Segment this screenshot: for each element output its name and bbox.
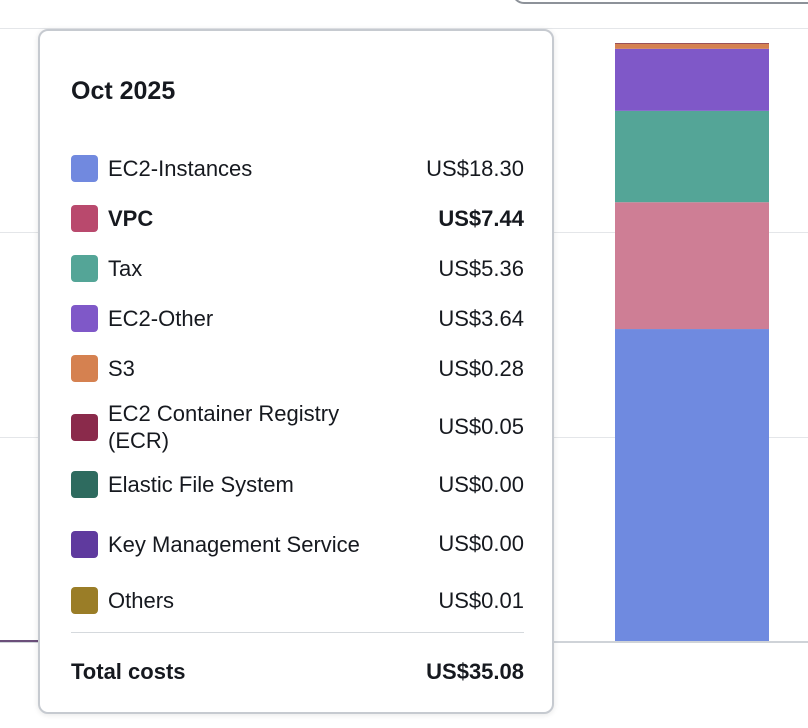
legend-label: S3 — [108, 356, 135, 381]
s3-swatch-icon — [71, 355, 98, 382]
legend-row: VPC US$7.44 — [71, 205, 524, 232]
efs-swatch-icon — [71, 471, 98, 498]
legend-label: VPC — [108, 206, 154, 231]
legend-label: Others — [108, 588, 175, 613]
tax-swatch-icon — [71, 255, 98, 282]
legend-value: US$0.28 — [438, 355, 524, 381]
ec2-instances-swatch-icon — [71, 155, 98, 182]
gridline — [0, 28, 808, 29]
legend-value: US$3.64 — [438, 305, 524, 331]
kms-swatch-icon — [71, 530, 98, 558]
bar-segment-ec2-instances[interactable] — [615, 329, 769, 641]
bar-segment-ec2-other[interactable] — [615, 48, 769, 111]
legend-value: US$0.00 — [438, 471, 524, 497]
legend-row: EC2-Instances US$18.30 — [71, 155, 524, 182]
legend-row: S3 US$0.28 — [71, 355, 524, 382]
legend-row: EC2 Container Registry (ECR) US$0.05 — [71, 399, 524, 455]
legend-value: US$0.05 — [438, 414, 524, 439]
legend-row: Key Management Service US$0.00 — [71, 516, 524, 572]
tooltip-title: Oct 2025 — [71, 77, 176, 105]
bar-segment-s3[interactable] — [615, 44, 769, 49]
legend-label: EC2 Container Registry (ECR) — [108, 401, 340, 453]
legend-label: EC2-Other — [108, 306, 214, 331]
legend-row: Elastic File System US$0.00 — [71, 471, 524, 498]
cost-tooltip: Oct 2025 EC2-Instances US$18.30 VPC US$7.44… — [38, 29, 554, 714]
legend-label: Elastic File System — [108, 472, 294, 497]
ecr-swatch-icon — [71, 413, 98, 441]
bar-segment-vpc[interactable] — [615, 202, 769, 330]
legend-row: EC2-Other US$3.64 — [71, 305, 524, 332]
total-costs-row: Total costs US$35.08 — [71, 659, 524, 685]
others-swatch-icon — [71, 587, 98, 614]
legend-value: US$7.44 — [438, 205, 524, 231]
bar-segment-tax[interactable] — [615, 110, 769, 203]
ec2-other-swatch-icon — [71, 305, 98, 332]
legend-label: EC2-Instances — [108, 156, 253, 181]
legend-row: Others US$0.01 — [71, 587, 524, 614]
legend-value: US$5.36 — [438, 255, 524, 281]
legend-value: US$0.01 — [438, 587, 524, 613]
legend-row: Tax US$5.36 — [71, 255, 524, 282]
legend-value: US$18.30 — [426, 155, 524, 181]
previous-bar-edge — [0, 640, 38, 642]
legend-value: US$0.00 — [438, 531, 524, 556]
bar-segment-ec2-container-registry-ecr[interactable] — [615, 43, 769, 45]
tooltip-divider — [71, 632, 524, 633]
legend-label: Key Management Service — [108, 531, 360, 557]
total-costs-label: Total costs — [71, 659, 186, 684]
total-costs-value: US$35.08 — [426, 659, 524, 684]
vpc-swatch-icon — [71, 205, 98, 232]
legend-label: Tax — [108, 256, 143, 281]
